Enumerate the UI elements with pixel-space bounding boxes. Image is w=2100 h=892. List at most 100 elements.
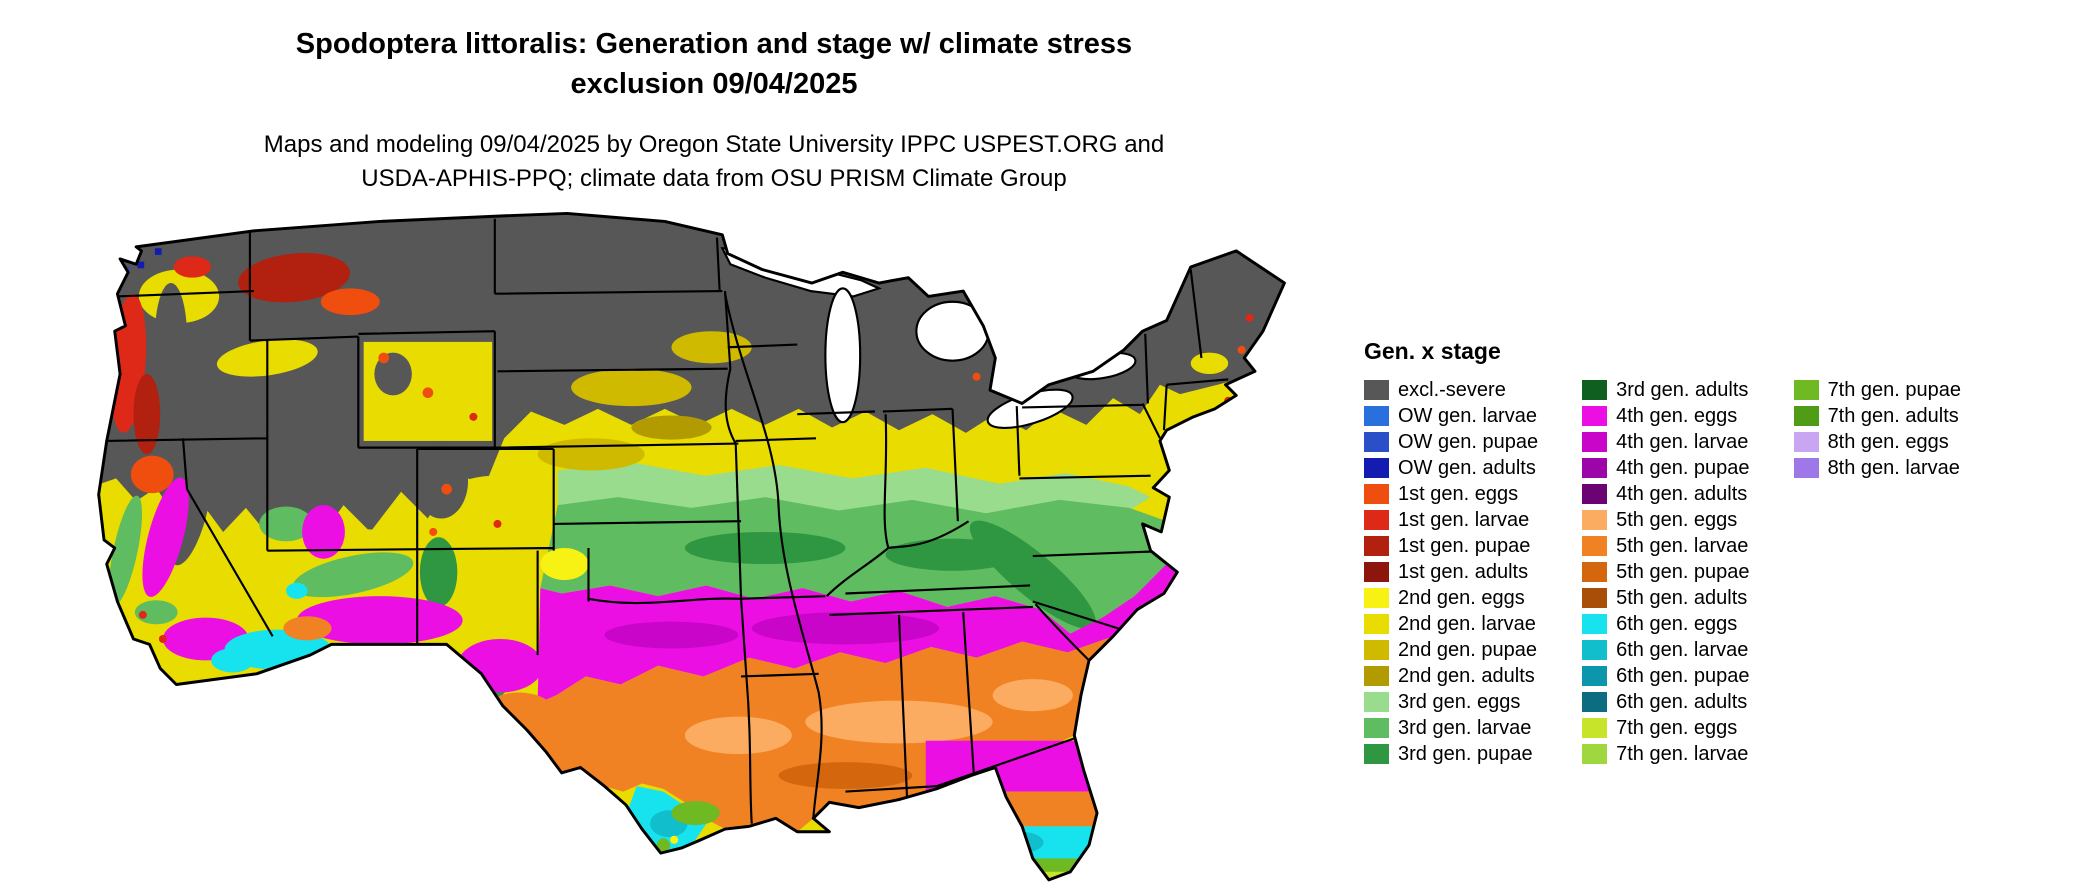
legend-item: 6th gen. adults	[1582, 689, 1749, 715]
legend-swatch	[1582, 484, 1608, 504]
map-region-florida-6th-larvae	[995, 831, 1044, 854]
legend-swatch	[1582, 536, 1608, 556]
map-region-rockies-gray	[414, 443, 469, 519]
map-title: Spodoptera littoralis: Generation and st…	[64, 24, 1364, 104]
legend-columns: excl.-severe OW gen. larvae OW gen. pupae O…	[1364, 377, 1961, 767]
legend-label: 6th gen. pupae	[1616, 665, 1750, 687]
legend-item: 2nd gen. eggs	[1364, 585, 1538, 611]
legend-swatch	[1364, 640, 1389, 660]
legend-swatch	[1364, 718, 1389, 738]
legend-swatch	[1364, 666, 1389, 686]
legend-item: 7th gen. adults	[1793, 403, 1961, 429]
us-map-container	[96, 210, 1354, 886]
map-region-se-california-cyan	[211, 648, 254, 673]
map-region-nm-mountains-green	[419, 537, 458, 607]
map-speckle-blue	[128, 250, 135, 258]
legend-item: 1st gen. pupae	[1364, 533, 1538, 559]
legend-swatch	[1582, 692, 1608, 712]
map-region-rio-grande-orange	[484, 692, 554, 731]
map-region-3rd-larvae-band	[540, 497, 1183, 634]
legend-column-2: 3rd gen. adults 4th gen. eggs 4th gen. lar…	[1582, 377, 1750, 767]
legend-label: 7th gen. adults	[1827, 405, 1959, 427]
legend-label: 1st gen. larvae	[1398, 509, 1530, 531]
legend: Gen. x stage excl.-severe OW gen. larvae O…	[1364, 338, 1961, 767]
legend-swatch	[1582, 614, 1608, 634]
map-region-florida-7th-pupae	[925, 858, 1120, 872]
legend-item: 2nd gen. adults	[1364, 663, 1538, 689]
legend-label: 4th gen. eggs	[1616, 405, 1738, 427]
map-region-oregon-red	[133, 374, 161, 455]
map-subtitle: Maps and modeling 09/04/2025 by Oregon S…	[64, 128, 1364, 196]
legend-label: 3rd gen. eggs	[1398, 691, 1521, 713]
legend-item: 8th gen. larvae	[1793, 455, 1961, 481]
legend-swatch	[1582, 458, 1608, 478]
legend-item: 7th gen. pupae	[1793, 377, 1961, 403]
map-region-texas-tip-green	[656, 838, 671, 852]
legend-item: excl.-severe	[1364, 377, 1538, 403]
legend-swatch	[1582, 432, 1608, 452]
legend-swatch	[1582, 640, 1608, 660]
map-region-mead-cyan	[286, 582, 308, 599]
map-region-3rd-eggs-band	[557, 462, 1151, 516]
map-speckle-red	[469, 412, 478, 421]
legend-item: 1st gen. eggs	[1364, 481, 1538, 507]
legend-label: 5th gen. eggs	[1616, 509, 1738, 531]
map-speckle-red	[422, 387, 434, 399]
legend-swatch	[1364, 536, 1389, 556]
legend-swatch	[1582, 406, 1608, 426]
state-borders-plains	[494, 237, 826, 824]
map-region-nevada-gray	[213, 416, 295, 492]
map-speckle-red	[972, 372, 981, 381]
lake-huron	[915, 300, 990, 362]
legend-label: 2nd gen. eggs	[1398, 587, 1525, 609]
legend-label: 5th gen. adults	[1616, 587, 1748, 609]
legend-swatch	[1364, 380, 1389, 400]
state-borders-mississippi	[723, 293, 823, 819]
legend-label: 7th gen. eggs	[1616, 717, 1738, 739]
legend-item: 4th gen. pupae	[1582, 455, 1750, 481]
map-speckle-red	[1237, 345, 1246, 354]
map-region-socal-green	[134, 600, 178, 625]
map-region-wa-red	[173, 256, 212, 278]
legend-label: 7th gen. larvae	[1616, 743, 1749, 765]
map-region-ca-coast-green	[108, 495, 143, 606]
legend-item: 5th gen. eggs	[1582, 507, 1749, 533]
legend-label: excl.-severe	[1398, 379, 1506, 401]
legend-swatch	[1793, 380, 1819, 400]
state-borders-east	[1015, 269, 1229, 662]
legend-item: 1st gen. adults	[1364, 559, 1538, 585]
map-region-plains-olive	[631, 415, 712, 440]
legend-label: 8th gen. eggs	[1827, 431, 1949, 453]
legend-label: OW gen. larvae	[1398, 405, 1537, 427]
legend-swatch	[1364, 614, 1389, 634]
legend-label: 6th gen. eggs	[1616, 613, 1738, 635]
map-region-phoenix-orange	[283, 616, 332, 641]
map-speckle-red	[1245, 313, 1254, 322]
state-borders	[106, 218, 1229, 824]
map-region-central-valley-magenta	[142, 477, 189, 597]
legend-item: 5th gen. pupae	[1582, 559, 1750, 585]
legend-item: 2nd gen. pupae	[1364, 637, 1538, 663]
legend-item: 7th gen. larvae	[1582, 741, 1749, 767]
map-title-line2: exclusion 09/04/2025	[570, 68, 858, 100]
legend-title: Gen. x stage	[1364, 338, 1501, 364]
state-borders-midwest-south	[797, 407, 1076, 797]
map-region-norcal-red	[130, 455, 174, 494]
legend-swatch	[1364, 692, 1389, 712]
legend-item: 7th gen. eggs	[1582, 715, 1749, 741]
header: Spodoptera littoralis: Generation and st…	[64, 24, 1364, 196]
map-region-appalachian-green	[969, 520, 1096, 629]
legend-label: 5th gen. pupae	[1616, 561, 1750, 583]
map-title-line1: Spodoptera littoralis: Generation and st…	[295, 28, 1133, 60]
map-region-5th-eggs-patch	[992, 679, 1073, 712]
legend-swatch	[1793, 432, 1819, 452]
legend-item: 4th gen. adults	[1582, 481, 1749, 507]
state-borders-west	[106, 218, 555, 656]
legend-item: OW gen. larvae	[1364, 403, 1538, 429]
map-region-florida-4th	[925, 740, 1120, 792]
legend-item: 2nd gen. larvae	[1364, 611, 1538, 637]
legend-swatch	[1582, 744, 1608, 764]
map-regions	[98, 213, 1285, 880]
legend-label: 3rd gen. adults	[1616, 379, 1749, 401]
legend-item: 5th gen. larvae	[1582, 533, 1749, 559]
